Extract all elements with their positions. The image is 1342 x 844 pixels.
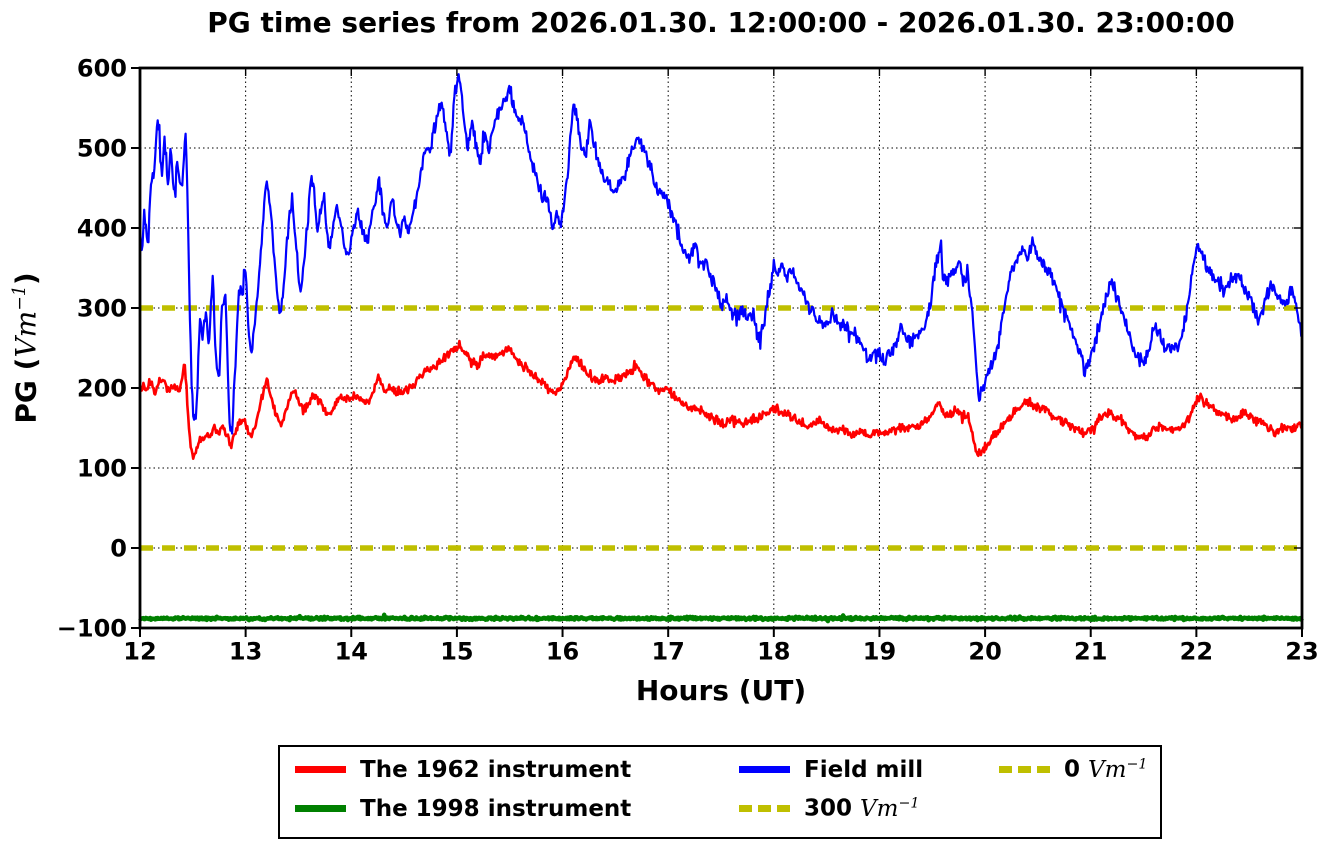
legend-entry-0: 0 Vm−1 bbox=[999, 750, 1147, 789]
y-axis-label: PG (Vm−1) bbox=[9, 272, 43, 424]
x-tick-label: 14 bbox=[335, 638, 368, 666]
y-tick-label: 500 bbox=[77, 135, 127, 163]
x-tick-label: 18 bbox=[757, 638, 790, 666]
legend: The 1962 instrument The 1998 instrument Fi… bbox=[278, 745, 1162, 839]
legend-label: 0 Vm−1 bbox=[1064, 756, 1148, 783]
y-tick-label: 100 bbox=[77, 455, 127, 483]
legend-column: The 1962 instrument The 1998 instrument bbox=[295, 750, 631, 834]
series-the-1998-instrument bbox=[138, 612, 1304, 624]
legend-swatch-solid bbox=[295, 805, 346, 812]
y-tick-label: 600 bbox=[77, 55, 127, 83]
legend-label: The 1998 instrument bbox=[360, 795, 632, 822]
x-axis-label: Hours (UT) bbox=[635, 674, 807, 707]
x-tick-label: 15 bbox=[440, 638, 473, 666]
x-tick-label: 12 bbox=[123, 638, 156, 666]
legend-column: 0 Vm−1 bbox=[999, 750, 1147, 834]
legend-swatch-solid bbox=[295, 766, 346, 773]
y-tick-label: 300 bbox=[77, 295, 127, 323]
legend-swatch-solid bbox=[739, 766, 790, 773]
legend-entry-the-1962-instrument: The 1962 instrument bbox=[295, 750, 631, 789]
unit-vm: Vm−1 bbox=[860, 795, 920, 822]
series-the-1962-instrument bbox=[138, 339, 1304, 460]
unit-vm: Vm−1 bbox=[9, 285, 43, 358]
x-tick-label: 19 bbox=[863, 638, 896, 666]
plot-border bbox=[138, 66, 1304, 630]
legend-swatch-dashed bbox=[999, 766, 1050, 773]
legend-entry-field-mill: Field mill bbox=[739, 750, 923, 789]
x-tick-label: 23 bbox=[1285, 638, 1318, 666]
x-tick-label: 13 bbox=[229, 638, 262, 666]
chart-title: PG time series from 2026.01.30. 12:00:00… bbox=[207, 6, 1235, 39]
unit-vm: Vm−1 bbox=[1088, 756, 1148, 783]
x-tick-label: 20 bbox=[968, 638, 1001, 666]
y-tick-label: 400 bbox=[77, 215, 127, 243]
legend-label: Field mill bbox=[804, 756, 924, 783]
x-tick-label: 22 bbox=[1180, 638, 1213, 666]
x-tick-label: 21 bbox=[1074, 638, 1107, 666]
y-tick-label: −100 bbox=[57, 615, 127, 643]
series-field-mill bbox=[138, 73, 1304, 435]
legend-entry-300: 300 Vm−1 bbox=[739, 789, 923, 828]
legend-column: Field mill 300 Vm−1 bbox=[739, 750, 923, 834]
legend-label: The 1962 instrument bbox=[360, 756, 632, 783]
legend-entry-the-1998-instrument: The 1998 instrument bbox=[295, 789, 631, 828]
y-tick-label: 0 bbox=[110, 535, 127, 563]
x-tick-label: 16 bbox=[546, 638, 579, 666]
legend-label: 300 Vm−1 bbox=[804, 795, 920, 822]
y-tick-label: 200 bbox=[77, 375, 127, 403]
legend-swatch-dashed bbox=[739, 805, 790, 812]
x-tick-label: 17 bbox=[651, 638, 684, 666]
